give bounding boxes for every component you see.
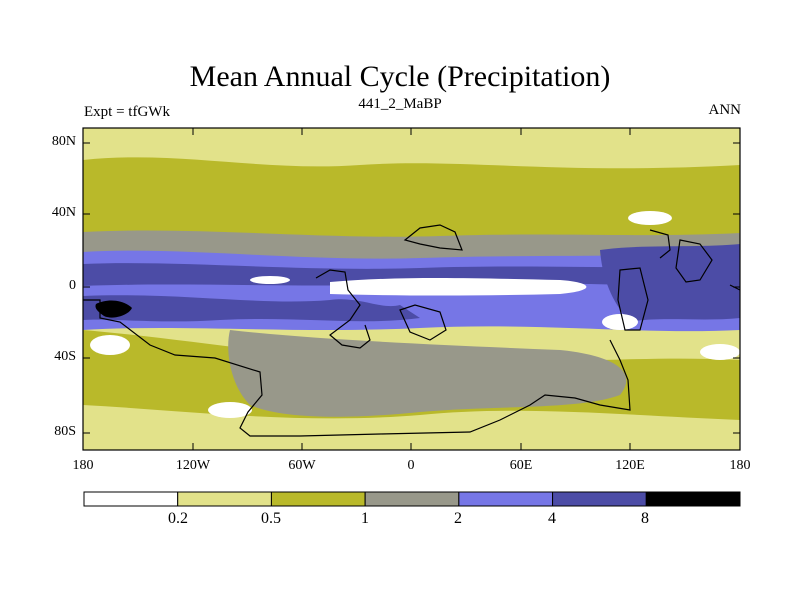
y-tick-label: 80N (51, 134, 76, 149)
field-white-patch (700, 344, 740, 360)
colorbar-swatch (552, 491, 647, 507)
field-heavy-spot (95, 300, 132, 318)
colorbar-swatch (177, 491, 272, 507)
chart-title: Mean Annual Cycle (Precipitation) (189, 60, 611, 93)
y-tick-label: 40S (54, 349, 76, 364)
field-white-patch (602, 314, 638, 330)
season-label: ANN (708, 102, 742, 118)
x-axis-ticks (192, 128, 631, 450)
x-tick-label: 120W (175, 458, 211, 473)
y-tick-label: 80S (54, 424, 76, 439)
field-antarctic (83, 425, 740, 450)
coastlines (83, 224, 740, 437)
precipitation-field (83, 128, 740, 450)
colorbar-label: 4 (548, 510, 556, 527)
colorbar-swatch (83, 491, 179, 507)
x-tick-label: 180 (72, 458, 94, 473)
field-white-patch (628, 211, 672, 225)
y-axis-ticks (83, 142, 740, 434)
colorbar-swatch (458, 491, 554, 507)
field-white-patch (208, 402, 252, 418)
chart-subtitle: 441_2_MaBP (358, 96, 442, 112)
x-tick-label: 60W (288, 458, 316, 473)
colorbar-swatch (364, 491, 460, 507)
colorbar-label: 2 (454, 510, 462, 527)
field-itcz-north (83, 263, 740, 286)
x-tick-label: 180 (729, 458, 751, 473)
field-maritime-continent (600, 244, 740, 322)
field-equatorial-white (330, 278, 587, 296)
colorbar (83, 491, 741, 507)
colorbar-label: 0.2 (168, 510, 188, 527)
field-white-patch (90, 335, 130, 355)
field-itcz-south (83, 295, 420, 322)
x-tick-label: 120E (615, 458, 645, 473)
x-tick-label: 60E (509, 458, 533, 473)
experiment-label: Expt = tfGWk (84, 104, 170, 120)
field-grey-south (228, 330, 627, 417)
colorbar-label: 0.5 (261, 510, 281, 527)
colorbar-swatch (270, 491, 366, 507)
colorbar-swatch (645, 491, 741, 507)
field-white-patch (250, 276, 290, 284)
colorbar-label: 1 (361, 510, 369, 527)
x-tick-label: 0 (407, 458, 415, 473)
field-nh-midlat (83, 157, 740, 245)
colorbar-label: 8 (641, 510, 649, 527)
y-tick-label: 0 (69, 278, 76, 293)
y-tick-label: 40N (51, 205, 76, 220)
